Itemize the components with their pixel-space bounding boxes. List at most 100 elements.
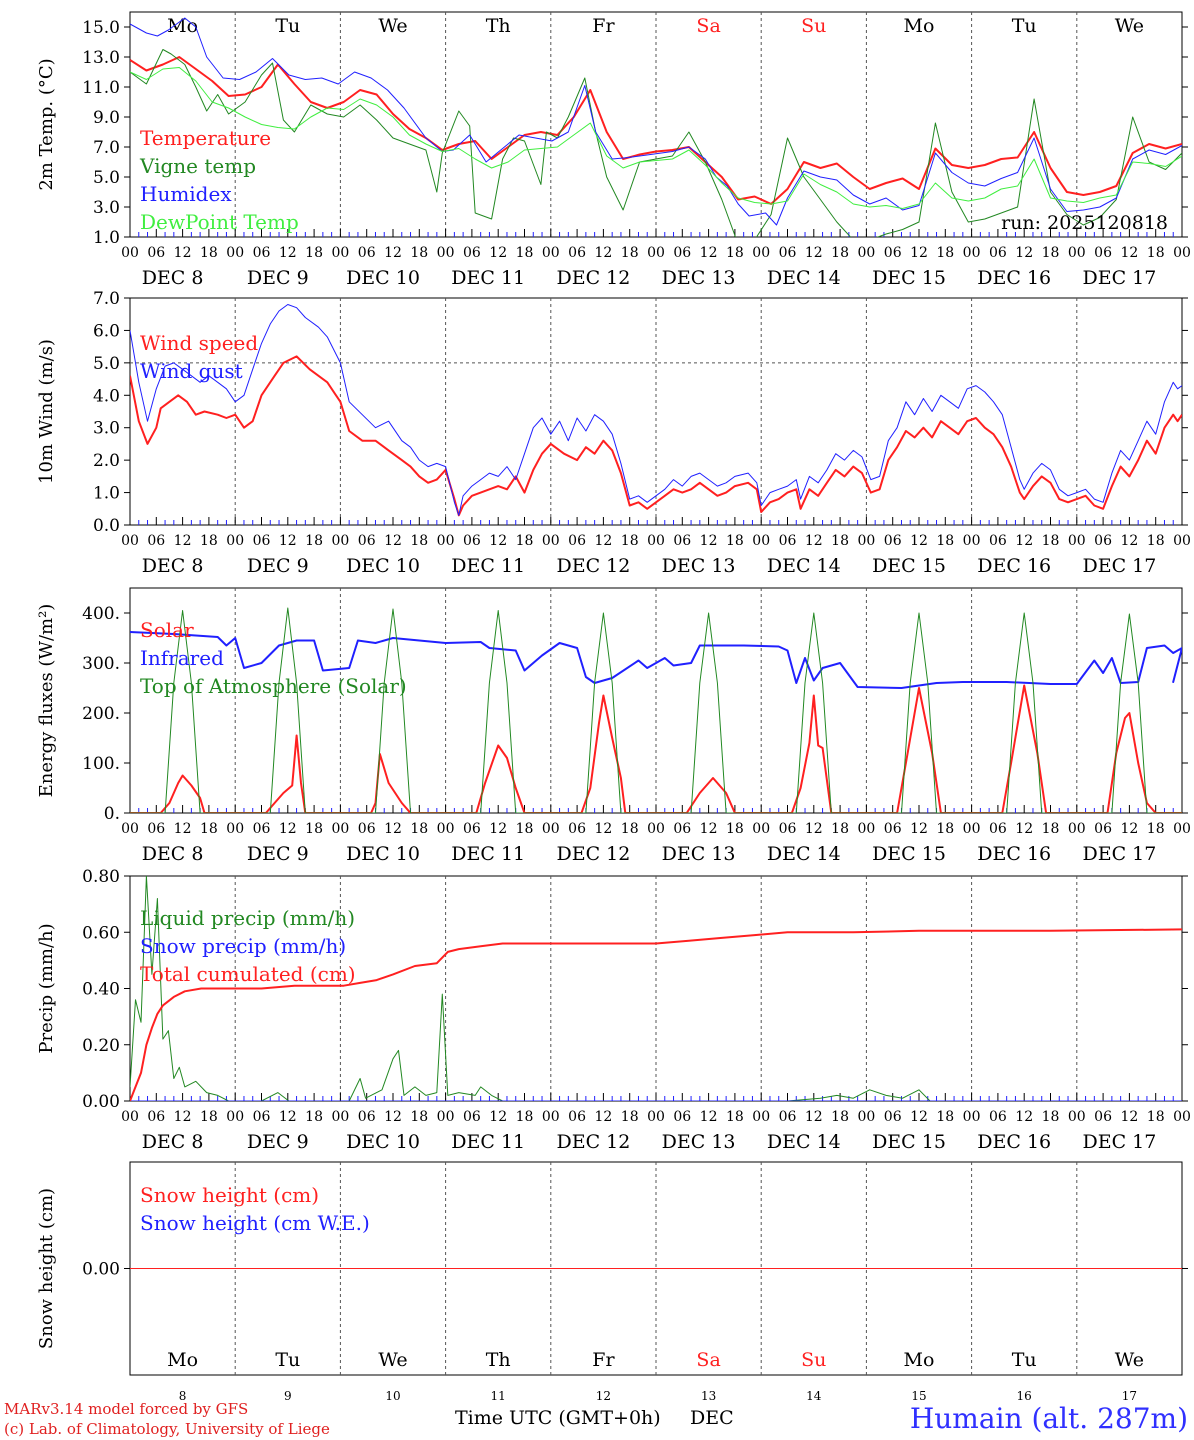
y-tick-label: 13.0	[82, 48, 120, 68]
series-temperature	[130, 56, 1182, 205]
hour-tick-label: 18	[831, 533, 849, 549]
date-label: DEC 17	[1082, 843, 1156, 865]
hour-tick-label: 00	[647, 821, 665, 837]
hour-tick-label: 18	[726, 533, 744, 549]
hour-tick-label: 00	[857, 245, 875, 261]
hour-tick-label: 18	[516, 533, 534, 549]
y-tick-label: 0.00	[82, 1260, 120, 1280]
station-label: Humain (alt. 287m)	[910, 1402, 1188, 1435]
month-label: DEC	[690, 1407, 734, 1429]
hour-tick-label: 18	[621, 1109, 639, 1125]
hour-tick-label: 06	[1094, 533, 1112, 549]
hour-tick-label: 00	[647, 245, 665, 261]
day-number-label: 9	[284, 1389, 292, 1403]
day-number-label: 14	[806, 1389, 822, 1403]
hour-tick-label: 06	[884, 245, 902, 261]
y-tick-label: 11.0	[82, 78, 120, 98]
date-label: DEC 13	[662, 843, 736, 865]
date-label: DEC 14	[767, 1131, 841, 1153]
hour-tick-label: 00	[542, 245, 560, 261]
y-axis-label: Precip (mm/h)	[36, 923, 57, 1053]
panel-1: 1.0 3.0 5.0 7.0 9.0 11.0 13.0 15.0 2m Temp. (°C)…	[36, 11, 1191, 289]
legend-snow-height-cm-w-e: Snow height (cm W.E.)	[140, 1211, 370, 1235]
hour-tick-label: 06	[568, 245, 586, 261]
series-solar	[130, 684, 1182, 813]
day-number-label: 10	[385, 1389, 400, 1403]
hour-tick-label: 18	[410, 1109, 428, 1125]
hour-tick-label: 12	[384, 533, 402, 549]
hour-tick-label: 00	[226, 533, 244, 549]
hour-tick-label: 00	[1068, 245, 1086, 261]
y-tick-label: 15.0	[82, 18, 120, 38]
series-dewpoint-temp	[130, 67, 1182, 209]
hour-tick-label: 06	[568, 1109, 586, 1125]
hour-tick-label: 18	[305, 533, 323, 549]
hour-tick-label: 00	[963, 533, 981, 549]
hour-tick-label: 00	[226, 245, 244, 261]
y-tick-label: 0.0	[93, 516, 120, 536]
hour-tick-label: 12	[805, 245, 823, 261]
date-label: DEC 11	[451, 555, 525, 577]
hour-tick-label: 12	[279, 821, 297, 837]
legend-snow-precip-mm-h: Snow precip (mm/h)	[140, 934, 346, 958]
hour-tick-label: 06	[1094, 245, 1112, 261]
hour-tick-label: 18	[831, 821, 849, 837]
hour-tick-label: 06	[1094, 821, 1112, 837]
y-axis-label: 10m Wind (m/s)	[36, 339, 57, 484]
hour-tick-label: 12	[1120, 245, 1138, 261]
hour-tick-label: 06	[568, 533, 586, 549]
hour-tick-label: 06	[253, 245, 271, 261]
hour-tick-label: 00	[963, 245, 981, 261]
hour-tick-label: 12	[489, 1109, 507, 1125]
legend-dewpoint-temp: DewPoint Temp	[140, 210, 299, 234]
series-top-of-atmosphere-solar	[130, 607, 1182, 813]
hour-tick-label: 00	[437, 821, 455, 837]
hour-tick-label: 12	[910, 245, 928, 261]
hour-tick-label: 18	[831, 1109, 849, 1125]
series-group	[130, 304, 1182, 517]
weekday-label: Sa	[696, 15, 720, 37]
date-label: DEC 12	[556, 555, 630, 577]
day-number-label: 13	[701, 1389, 716, 1403]
day-number-label: 12	[596, 1389, 611, 1403]
legend-wind-speed: Wind speed	[140, 331, 258, 355]
date-label: DEC 12	[556, 843, 630, 865]
y-tick-label: 6.0	[93, 321, 120, 341]
hour-tick-label: 12	[489, 245, 507, 261]
run-label: run: 2025120818	[1001, 212, 1168, 234]
date-label: DEC 8	[142, 555, 204, 577]
hour-tick-label: 06	[463, 821, 481, 837]
hour-tick-label: 18	[726, 1109, 744, 1125]
hour-tick-label: 06	[253, 1109, 271, 1125]
hour-tick-label: 12	[700, 821, 718, 837]
weekday-label: Su	[801, 15, 826, 37]
hour-tick-label: 00	[331, 533, 349, 549]
hour-tick-label: 18	[305, 245, 323, 261]
hour-tick-label: 06	[884, 533, 902, 549]
hour-tick-label: 00	[857, 821, 875, 837]
legend-solar: Solar	[140, 618, 194, 642]
hour-tick-label: 12	[805, 1109, 823, 1125]
hour-tick-label: 18	[726, 821, 744, 837]
weekday-label: Mo	[904, 1349, 935, 1371]
hour-tick-label: 00	[1068, 533, 1086, 549]
weekday-label: Fr	[592, 15, 615, 37]
y-tick-label: 1.0	[93, 228, 120, 248]
hour-tick-label: 06	[884, 1109, 902, 1125]
hour-tick-label: 18	[200, 1109, 218, 1125]
hour-tick-label: 18	[621, 821, 639, 837]
hour-tick-label: 06	[358, 821, 376, 837]
series-total-cumulated-cm	[130, 928, 1182, 1101]
hour-tick-label: 18	[200, 821, 218, 837]
hour-tick-label: 00	[1173, 1109, 1191, 1125]
legend-total-cumulated-cm: Total cumulated (cm)	[140, 962, 356, 986]
date-label: DEC 12	[556, 1131, 630, 1153]
hour-tick-label: 18	[1042, 533, 1060, 549]
hour-tick-label: 18	[1042, 245, 1060, 261]
hour-tick-label: 12	[910, 1109, 928, 1125]
hour-tick-label: 12	[910, 533, 928, 549]
date-label: DEC 9	[247, 1131, 309, 1153]
series-humidex	[130, 17, 1182, 226]
hour-tick-label: 18	[621, 245, 639, 261]
hour-tick-label: 06	[147, 821, 165, 837]
